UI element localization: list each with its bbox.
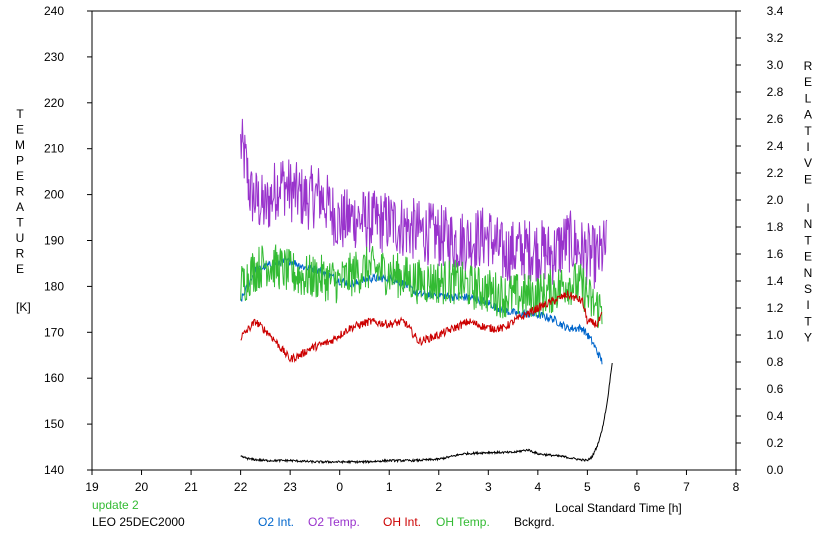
- y-left-tick-label: 210: [44, 142, 64, 156]
- y-left-label-letter: A: [16, 200, 24, 214]
- y-left-tick-label: 160: [44, 371, 64, 385]
- x-tick-label: 21: [184, 480, 198, 494]
- x-tick-label: 3: [485, 480, 492, 494]
- x-tick-label: 23: [283, 480, 297, 494]
- x-tick-label: 20: [135, 480, 149, 494]
- y-right-tick-label: 2.2: [767, 166, 784, 180]
- y-right-label-letter: T: [804, 233, 812, 247]
- y-right-label-letter: I: [806, 201, 809, 215]
- legend-bckgrd: Bckgrd.: [514, 515, 555, 529]
- y-right-label-letter: T: [804, 124, 812, 138]
- y-right-tick-label: 1.6: [767, 247, 784, 261]
- y-right-tick-label: 2.6: [767, 112, 784, 126]
- x-tick-label: 6: [634, 480, 641, 494]
- y-left-tick-label: 220: [44, 96, 64, 110]
- y-left-unit: [K]: [16, 300, 31, 314]
- y-right-tick-label: 3.2: [767, 31, 784, 45]
- axes-layer: 19 20 21 22 23 0 1 2 3 4 5 6 7 8140150160170180190200…: [15, 4, 813, 494]
- y-right-label-letter: I: [806, 140, 809, 154]
- y-left-label-letter: E: [16, 169, 24, 183]
- series-line: [240, 244, 603, 329]
- x-tick-label: 7: [683, 480, 690, 494]
- y-right-tick-label: 2.0: [767, 193, 784, 207]
- x-tick-label: 19: [85, 480, 99, 494]
- y-right-tick-label: 0.6: [767, 382, 784, 396]
- y-right-tick-label: 1.0: [767, 328, 784, 342]
- x-tick-label: 5: [584, 480, 591, 494]
- y-right-tick-label: 2.8: [767, 85, 784, 99]
- y-left-label-letter: E: [16, 262, 24, 276]
- y-left-label-letter: R: [16, 247, 25, 261]
- y-right-tick-label: 2.4: [767, 139, 784, 153]
- series-layer: [240, 118, 613, 465]
- y-left-label-letter: M: [15, 138, 25, 152]
- y-right-label-letter: A: [804, 108, 812, 122]
- series-line: [240, 362, 613, 465]
- y-right-label-letter: E: [804, 75, 812, 89]
- y-right-label-letter: N: [804, 217, 813, 231]
- legend-o2-temp: O2 Temp.: [308, 515, 360, 529]
- y-right-label-letter: E: [804, 172, 812, 186]
- y-left-tick-label: 150: [44, 417, 64, 431]
- x-tick-label: 22: [234, 480, 248, 494]
- y-left-tick-label: 170: [44, 325, 64, 339]
- y-right-tick-label: 0.8: [767, 355, 784, 369]
- y-left-label-letter: R: [16, 185, 25, 199]
- x-tick-label: 2: [435, 480, 442, 494]
- y-right-tick-label: 0.4: [767, 409, 784, 423]
- y-left-tick-label: 190: [44, 234, 64, 248]
- series-line: [240, 290, 603, 363]
- y-right-label-letter: T: [804, 314, 812, 328]
- x-tick-label: 4: [535, 480, 542, 494]
- y-left-label-letter: T: [16, 107, 24, 121]
- update-note: update 2: [92, 498, 139, 512]
- y-right-tick-label: 3.0: [767, 58, 784, 72]
- legend-oh-temp: OH Temp.: [436, 515, 490, 529]
- y-left-tick-label: 240: [44, 4, 64, 18]
- y-left-tick-label: 180: [44, 279, 64, 293]
- y-left-tick-label: 140: [44, 463, 64, 477]
- y-left-label-letter: P: [16, 154, 24, 168]
- y-right-label-letter: Y: [804, 331, 812, 345]
- y-right-label-letter: N: [804, 266, 813, 280]
- x-tick-label: 8: [733, 480, 740, 494]
- y-right-label-letter: S: [804, 282, 812, 296]
- y-right-tick-label: 1.2: [767, 301, 784, 315]
- y-left-tick-label: 230: [44, 50, 64, 64]
- y-right-label-letter: E: [804, 250, 812, 264]
- legend-oh-int: OH Int.: [383, 515, 421, 529]
- y-right-label-letter: V: [804, 156, 812, 170]
- y-right-label-letter: L: [805, 91, 812, 105]
- legend-o2-int: O2 Int.: [258, 515, 294, 529]
- y-left-label-letter: U: [16, 231, 25, 245]
- y-right-tick-label: 3.4: [767, 4, 784, 18]
- y-right-tick-label: 0.2: [767, 436, 784, 450]
- y-right-tick-label: 1.8: [767, 220, 784, 234]
- x-tick-label: 0: [336, 480, 343, 494]
- y-right-label-letter: I: [806, 298, 809, 312]
- station-date: LEO 25DEC2000: [92, 515, 185, 529]
- y-right-tick-label: 1.4: [767, 274, 784, 288]
- x-axis-label: Local Standard Time [h]: [555, 501, 682, 515]
- y-right-tick-label: 0.0: [767, 463, 784, 477]
- series-line: [240, 118, 608, 289]
- y-right-label-letter: R: [804, 59, 813, 73]
- y-left-tick-label: 200: [44, 188, 64, 202]
- x-tick-label: 1: [386, 480, 393, 494]
- y-left-label-letter: T: [16, 216, 24, 230]
- y-left-label-letter: E: [16, 123, 24, 137]
